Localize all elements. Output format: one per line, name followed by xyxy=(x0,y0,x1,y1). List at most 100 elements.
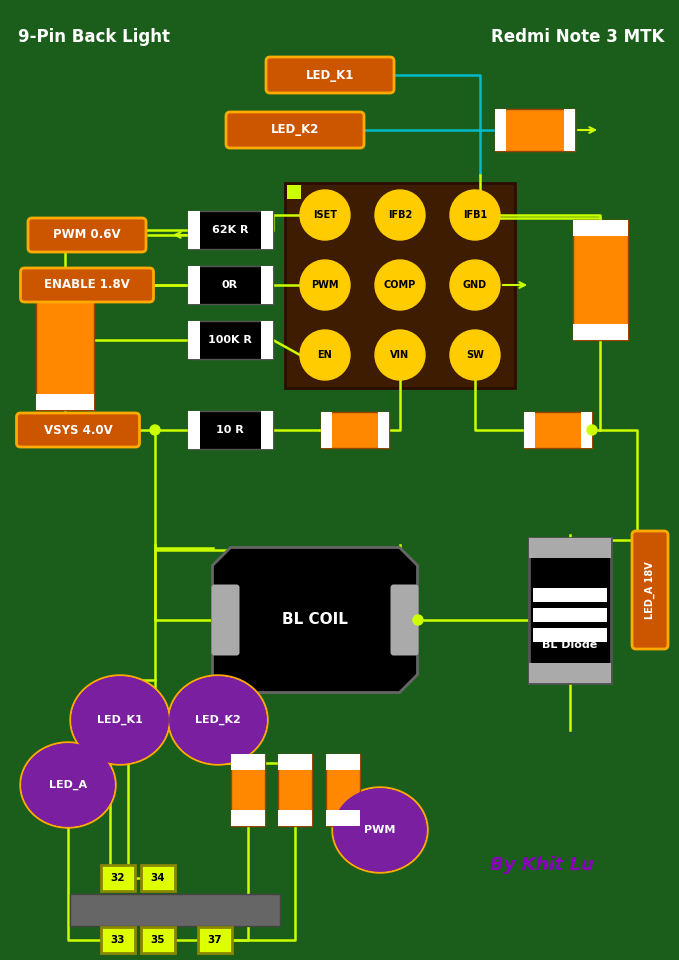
FancyBboxPatch shape xyxy=(533,628,607,642)
FancyBboxPatch shape xyxy=(36,394,94,410)
FancyBboxPatch shape xyxy=(533,588,607,602)
Ellipse shape xyxy=(72,677,168,763)
Text: PWM: PWM xyxy=(311,280,339,290)
Text: LED_K1: LED_K1 xyxy=(306,68,354,82)
Text: 34: 34 xyxy=(151,873,165,883)
FancyBboxPatch shape xyxy=(533,608,607,622)
FancyBboxPatch shape xyxy=(16,413,139,447)
FancyBboxPatch shape xyxy=(141,865,175,891)
Text: GND: GND xyxy=(463,280,487,290)
Text: ISET: ISET xyxy=(313,210,337,220)
Text: COMP: COMP xyxy=(384,280,416,290)
Circle shape xyxy=(300,260,350,310)
Ellipse shape xyxy=(72,677,168,763)
FancyBboxPatch shape xyxy=(187,211,200,249)
Circle shape xyxy=(587,425,597,435)
FancyBboxPatch shape xyxy=(20,268,153,302)
Text: LED_A 18V: LED_A 18V xyxy=(645,562,655,619)
FancyBboxPatch shape xyxy=(581,412,592,448)
FancyBboxPatch shape xyxy=(211,585,240,656)
FancyBboxPatch shape xyxy=(36,270,94,286)
FancyBboxPatch shape xyxy=(321,412,332,448)
FancyBboxPatch shape xyxy=(187,411,200,449)
Text: SW: SW xyxy=(466,350,484,360)
Text: LED_K2: LED_K2 xyxy=(195,715,241,725)
Circle shape xyxy=(375,190,425,240)
Text: LED_K1: LED_K1 xyxy=(97,715,143,725)
FancyBboxPatch shape xyxy=(632,531,668,649)
FancyBboxPatch shape xyxy=(524,412,535,448)
FancyBboxPatch shape xyxy=(261,211,272,249)
Text: VIN: VIN xyxy=(390,350,409,360)
FancyBboxPatch shape xyxy=(390,585,418,656)
FancyBboxPatch shape xyxy=(572,220,627,340)
FancyBboxPatch shape xyxy=(231,754,265,770)
Text: ENABLE 1.8V: ENABLE 1.8V xyxy=(44,278,130,292)
Ellipse shape xyxy=(170,677,266,763)
Text: PWM: PWM xyxy=(365,825,396,835)
Ellipse shape xyxy=(168,675,268,765)
Text: LED_K2: LED_K2 xyxy=(271,124,319,136)
FancyBboxPatch shape xyxy=(226,112,364,148)
FancyBboxPatch shape xyxy=(141,927,175,953)
FancyBboxPatch shape xyxy=(28,218,146,252)
FancyBboxPatch shape xyxy=(187,266,272,304)
FancyBboxPatch shape xyxy=(278,754,312,826)
FancyBboxPatch shape xyxy=(495,109,575,151)
Ellipse shape xyxy=(170,677,266,763)
FancyBboxPatch shape xyxy=(278,754,312,770)
Text: VSYS 4.0V: VSYS 4.0V xyxy=(43,423,113,437)
Text: EN: EN xyxy=(318,350,333,360)
FancyBboxPatch shape xyxy=(326,754,360,770)
Text: 33: 33 xyxy=(111,935,125,945)
Ellipse shape xyxy=(22,744,114,826)
FancyBboxPatch shape xyxy=(266,57,394,93)
Circle shape xyxy=(450,330,500,380)
Text: By Khit Lu: By Khit Lu xyxy=(490,856,594,874)
FancyBboxPatch shape xyxy=(572,220,627,236)
FancyBboxPatch shape xyxy=(378,412,389,448)
Text: 10 R: 10 R xyxy=(216,425,244,435)
FancyBboxPatch shape xyxy=(261,321,272,359)
Polygon shape xyxy=(213,547,418,692)
FancyBboxPatch shape xyxy=(101,865,135,891)
FancyBboxPatch shape xyxy=(572,324,627,340)
FancyBboxPatch shape xyxy=(231,754,265,826)
Circle shape xyxy=(150,425,160,435)
FancyBboxPatch shape xyxy=(524,412,592,448)
Text: LED_A: LED_A xyxy=(49,780,87,790)
FancyBboxPatch shape xyxy=(187,211,272,249)
FancyBboxPatch shape xyxy=(495,109,506,151)
FancyBboxPatch shape xyxy=(287,184,301,199)
FancyBboxPatch shape xyxy=(231,810,265,826)
FancyBboxPatch shape xyxy=(70,894,280,926)
FancyBboxPatch shape xyxy=(187,321,272,359)
Text: 35: 35 xyxy=(151,935,165,945)
Ellipse shape xyxy=(334,789,426,871)
FancyBboxPatch shape xyxy=(261,411,272,449)
Text: 32: 32 xyxy=(111,873,125,883)
FancyBboxPatch shape xyxy=(321,412,389,448)
Text: Redmi Note 3 MTK: Redmi Note 3 MTK xyxy=(491,28,664,46)
Ellipse shape xyxy=(70,675,170,765)
FancyBboxPatch shape xyxy=(198,927,232,953)
Text: 62K R: 62K R xyxy=(212,225,249,235)
FancyBboxPatch shape xyxy=(529,538,611,558)
FancyBboxPatch shape xyxy=(261,266,272,304)
Circle shape xyxy=(300,190,350,240)
FancyBboxPatch shape xyxy=(529,662,611,683)
FancyBboxPatch shape xyxy=(187,266,200,304)
Text: 37: 37 xyxy=(208,935,222,945)
FancyBboxPatch shape xyxy=(187,321,200,359)
Text: IFB2: IFB2 xyxy=(388,210,412,220)
Circle shape xyxy=(450,260,500,310)
FancyBboxPatch shape xyxy=(564,109,575,151)
Text: 9-Pin Back Light: 9-Pin Back Light xyxy=(18,28,170,46)
FancyBboxPatch shape xyxy=(326,754,360,826)
Text: 100K R: 100K R xyxy=(208,335,252,345)
Ellipse shape xyxy=(332,787,428,873)
Text: IFB1: IFB1 xyxy=(463,210,487,220)
Circle shape xyxy=(413,615,423,625)
FancyBboxPatch shape xyxy=(187,411,272,449)
FancyBboxPatch shape xyxy=(36,270,94,410)
